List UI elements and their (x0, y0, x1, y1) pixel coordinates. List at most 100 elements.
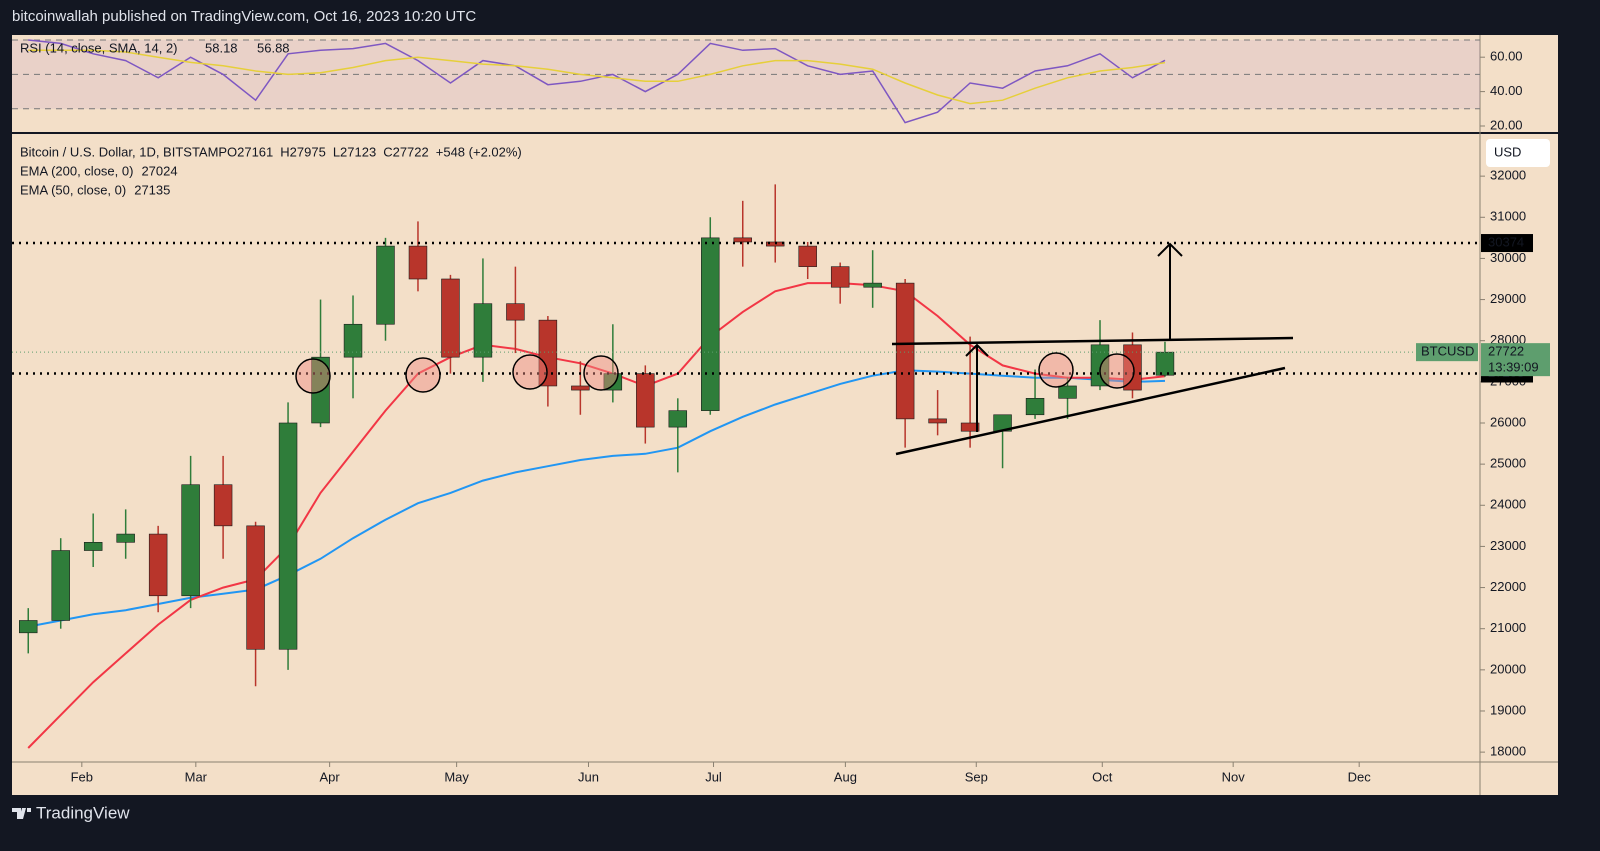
y-tick-label: 23000 (1490, 538, 1526, 553)
candle-body (51, 550, 70, 621)
x-tick-label: Feb (71, 769, 93, 784)
legend-value: 56.88 (257, 40, 290, 55)
ohlc-value: C27722 (383, 144, 429, 159)
series-line (28, 369, 1166, 628)
plot-area (12, 39, 1485, 767)
legend-value: 27135 (134, 182, 170, 197)
button-bg[interactable] (1486, 139, 1550, 167)
x-tick-label: May (444, 769, 469, 784)
y-tick-label: 29000 (1490, 291, 1526, 306)
highlight-circle (1099, 353, 1135, 389)
annotations (295, 242, 1294, 456)
y-tick-label: 20000 (1490, 661, 1526, 676)
candle-body (506, 303, 525, 321)
published-note: bitcoinwallah published on TradingView.c… (12, 8, 476, 25)
support-line (895, 366, 1286, 456)
y-tick-label: 40.00 (1490, 83, 1523, 98)
ohlc-value: O27161 (227, 144, 273, 159)
y-tick-label: 32000 (1490, 168, 1526, 183)
candle-body (668, 410, 688, 428)
y-tick-label: 22000 (1490, 579, 1526, 594)
candle-body (473, 303, 493, 358)
y-tick-label: 20.00 (1490, 117, 1523, 132)
currency[interactable]: USD (1494, 144, 1521, 159)
x-tick-label: Nov (1222, 769, 1246, 784)
candle-body (1155, 351, 1175, 376)
candle-body (116, 533, 135, 543)
candle-body (278, 422, 298, 650)
x-tick-label: Jul (705, 769, 722, 784)
overlay: 20.00 40.00 60.00 RSI (14, close, SMA, 14, … (20, 40, 1550, 784)
y-tick-label: 31000 (1490, 209, 1526, 224)
series-line (28, 49, 1166, 105)
legend-name: EMA (50, close, 0) (20, 182, 126, 197)
price-badge (1481, 343, 1550, 377)
x-tick-label: Oct (1092, 769, 1113, 784)
candle-body (895, 282, 915, 420)
candle-body (571, 385, 590, 391)
candle-body (343, 323, 363, 358)
candle-body (213, 484, 233, 527)
candle-body (701, 237, 720, 411)
currency-button[interactable]: USD (1486, 139, 1550, 167)
y-tick-label: 26000 (1490, 414, 1526, 429)
candle-body (181, 484, 200, 597)
candle-body (246, 525, 265, 650)
highlight-circle (405, 357, 441, 393)
candle-body (636, 373, 655, 428)
highlight-circle (583, 355, 619, 391)
countdown: 13:39:09 (1488, 360, 1539, 375)
candle-body (1058, 385, 1077, 399)
candle-body (960, 422, 980, 432)
candle-body (19, 620, 38, 634)
legend-name: EMA (200, close, 0) (20, 163, 133, 178)
x-tick-label: Sep (965, 769, 988, 784)
legend-value: 58.18 (205, 40, 238, 55)
indicator-title: RSI (14, close, SMA, 14, 2) (20, 40, 178, 55)
y-tick-label: 25000 (1490, 456, 1526, 471)
symbol: BTCUSD (1421, 344, 1474, 359)
last-price: 27722 (1488, 344, 1524, 359)
resistance-line (891, 336, 1294, 346)
candle-body (83, 542, 103, 551)
candle-body (1090, 344, 1110, 387)
candle-body (538, 319, 558, 387)
x-tick-label: Jun (578, 769, 599, 784)
level-label-bg (1481, 234, 1533, 253)
x-tick-label: Apr (320, 769, 341, 784)
y-tick-label: 60.00 (1490, 49, 1523, 64)
symbol-badge (1416, 343, 1478, 362)
series-line (28, 39, 1166, 124)
footer-logo: TradingView (12, 803, 130, 822)
y-tick-label: 21000 (1490, 620, 1526, 635)
candle-body (863, 282, 882, 288)
candle-body (408, 245, 428, 280)
arrow (1157, 242, 1183, 340)
series-line (27, 282, 1166, 749)
candle-body (1025, 398, 1045, 416)
arrow (965, 343, 989, 432)
highlight-circle (295, 358, 331, 394)
x-tick-label: Mar (185, 769, 208, 784)
chart-background (12, 35, 1558, 795)
y-tick-label: 18000 (1490, 744, 1526, 759)
candle-body (733, 237, 752, 243)
candle-body (830, 266, 850, 288)
x-tick-label: Aug (834, 769, 857, 784)
ohlc-value: H27975 (280, 144, 326, 159)
candle-body (376, 245, 395, 325)
ohlc-value: L27123 (333, 144, 376, 159)
symbol-title: Bitcoin / U.S. Dollar, 1D, BITSTAMP (20, 144, 227, 159)
legend-value: 27024 (141, 163, 177, 178)
candle-body (798, 245, 817, 267)
y-tick-label: 24000 (1490, 497, 1526, 512)
highlight-circle (512, 354, 548, 390)
ohlc-value: +548 (+2.02%) (436, 144, 522, 159)
y-tick-label: 30000 (1490, 250, 1526, 265)
candle-body (928, 418, 947, 424)
candle-body (311, 356, 330, 424)
candle-body (1123, 344, 1142, 391)
x-tick-label: Dec (1348, 769, 1372, 784)
